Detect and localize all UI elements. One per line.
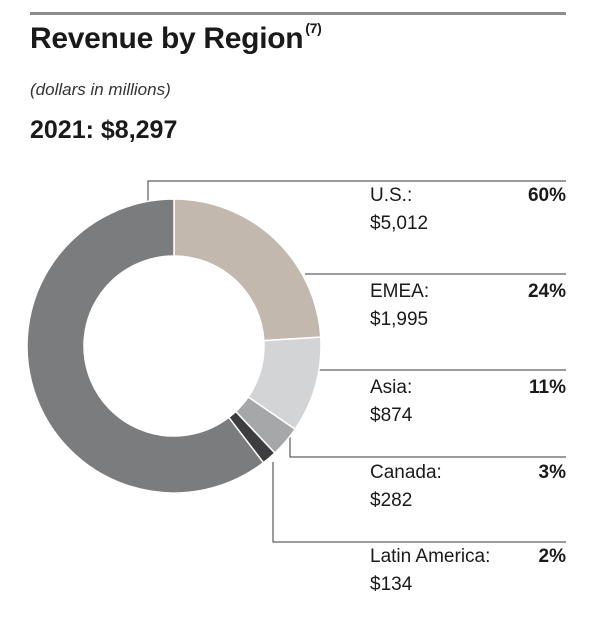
chart-total: 2021: $8,297 — [30, 116, 178, 144]
slice-emea — [173, 198, 322, 342]
chart-title: Revenue by Region (7) — [30, 20, 322, 56]
legend-label-asia: Asia: — [370, 377, 413, 398]
legend-percent-asia: 11% — [529, 377, 566, 398]
legend-value-latin-america: $134 — [370, 574, 413, 595]
legend-label-latin-america: Latin America: — [370, 546, 491, 567]
legend-label-us: U.S.: — [370, 185, 413, 206]
chart-subtitle: (dollars in millions) — [30, 80, 171, 99]
leader-lines — [147, 180, 566, 543]
donut-slices — [26, 198, 322, 494]
legend-value-emea: $1,995 — [370, 309, 429, 330]
footnote-marker: (7) — [305, 20, 322, 36]
legend-percent-latin-america: 2% — [538, 546, 566, 567]
leader-line-canada — [289, 432, 566, 458]
slice-us — [26, 198, 265, 494]
leader-line-us — [147, 180, 566, 203]
legend-value-asia: $874 — [370, 405, 413, 426]
legend-percent-us: 60% — [527, 185, 566, 206]
top-rule — [30, 12, 566, 15]
legend-value-us: $5,012 — [370, 213, 429, 234]
legend-value-canada: $282 — [370, 490, 413, 511]
legend-label-emea: EMEA: — [370, 281, 430, 302]
chart-title-text: Revenue by Region — [30, 22, 304, 55]
legend-label-canada: Canada: — [370, 462, 442, 483]
legend-percent-canada: 3% — [538, 462, 566, 483]
legend-percent-emea: 24% — [527, 281, 566, 302]
leader-line-latin-america — [272, 462, 566, 543]
